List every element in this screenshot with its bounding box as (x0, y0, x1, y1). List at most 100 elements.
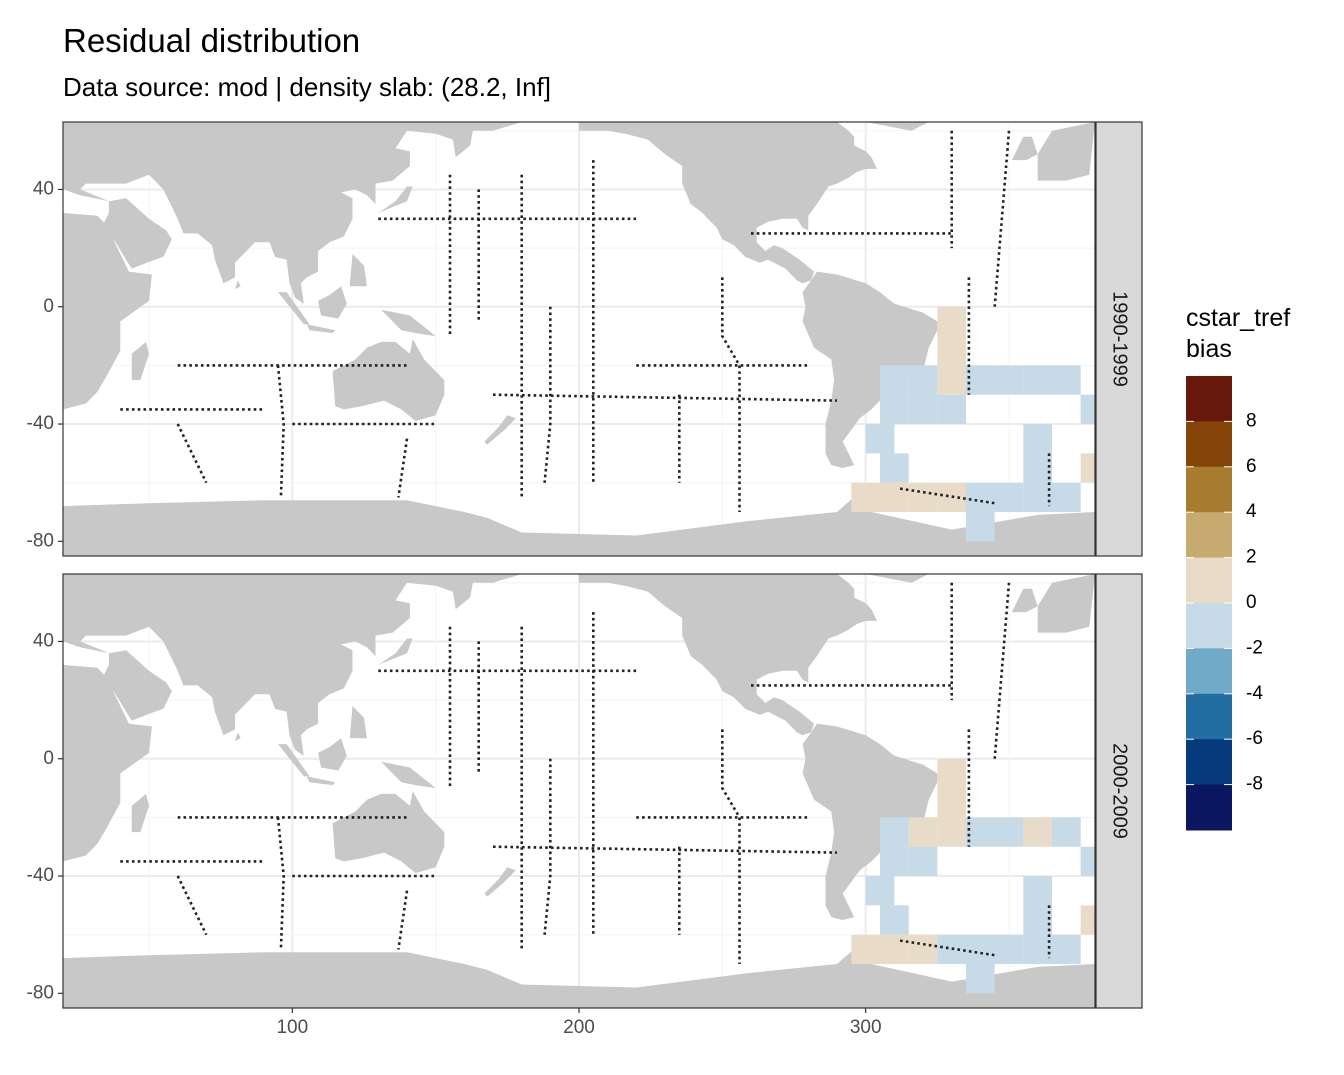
legend-label: 2 (1246, 547, 1257, 568)
residual-cell (880, 482, 909, 513)
residual-cell (880, 846, 909, 877)
legend-label: -2 (1246, 637, 1263, 658)
ship-track (543, 758, 552, 935)
panel-1990-1999: 1990-1999 40 0 -40 -80 (27, 121, 1143, 557)
ship-track (397, 438, 409, 498)
ship-track (993, 130, 1011, 307)
y-tick-label: 40 (33, 630, 54, 651)
land-mass (131, 793, 149, 833)
residual-cell (1052, 365, 1081, 395)
land-mass (63, 946, 1095, 1008)
residual-cell (937, 758, 966, 789)
legend: cstar_tref bias 8 6 4 2 0 -2 -4 -6 -8 (1186, 304, 1290, 831)
legend-swatch (1186, 693, 1232, 740)
ship-track (899, 939, 995, 957)
land-mass (278, 744, 310, 777)
x-tick-label: 100 (276, 1017, 308, 1038)
legend-label: -6 (1246, 728, 1263, 749)
residual-cell (908, 846, 938, 877)
ship-track (492, 393, 838, 402)
y-tick-label: -80 (27, 530, 54, 551)
chart-title: Residual distribution (63, 22, 361, 59)
ship-track (176, 423, 208, 484)
legend-swatch (1186, 648, 1232, 695)
land-mass (306, 324, 336, 334)
ship-track (993, 582, 1011, 759)
residual-cell (937, 306, 966, 337)
legend-title-line-1: cstar_tref (1186, 304, 1290, 332)
y-tick-label: 0 (43, 296, 54, 317)
x-tick-label: 300 (850, 1017, 882, 1038)
residual-cell (851, 482, 880, 513)
land-mass (318, 738, 347, 771)
legend-label: -4 (1246, 683, 1263, 704)
legend-swatch (1186, 557, 1232, 604)
ship-track (492, 845, 838, 854)
residual-cell (880, 817, 909, 847)
land-mass (235, 280, 241, 290)
panel-2000-2009: 2000-2009 40 0 -40 -80 (27, 573, 1143, 1009)
residual-cell (908, 817, 938, 847)
land-mass (1011, 136, 1038, 161)
residual-cell (1023, 876, 1052, 906)
residual-cell (966, 964, 995, 994)
y-tick-label: -40 (27, 413, 54, 434)
land-mass (278, 292, 310, 325)
residual-cell (908, 482, 938, 513)
land-mass (1037, 574, 1095, 633)
residual-cell (908, 365, 938, 395)
ship-track (543, 306, 552, 483)
land-mass (63, 664, 152, 862)
y-tick-label: 40 (33, 178, 54, 199)
land-mass (579, 574, 878, 736)
land-mass (63, 494, 1095, 556)
residual-cell (865, 424, 895, 454)
facet-strip-label: 1990-1999 (1109, 291, 1131, 387)
residual-cell (966, 934, 995, 965)
residual-cell (1023, 453, 1052, 483)
land-mass (63, 122, 522, 304)
residual-cell (865, 876, 895, 906)
land-mass (63, 574, 522, 756)
land-mass (63, 212, 152, 410)
chart-subtitle: Data source: mod | density slab: (28.2, … (63, 72, 551, 102)
ship-track (397, 890, 409, 950)
residual-cell (908, 394, 938, 425)
residual-cell (1052, 817, 1081, 847)
legend-swatch (1186, 376, 1232, 422)
residual-cell (937, 336, 966, 366)
residual-cell (937, 394, 966, 425)
residual-cell (994, 817, 1024, 847)
legend-label: 8 (1246, 410, 1257, 431)
land-mass (332, 339, 445, 422)
ship-track (721, 729, 741, 964)
residual-cell (880, 934, 909, 965)
legend-label: -8 (1246, 774, 1263, 795)
ship-track (276, 817, 286, 950)
residual-cell (908, 934, 938, 965)
facet-strip (1095, 121, 1143, 557)
ship-track (899, 487, 995, 505)
residual-cell (1023, 424, 1052, 454)
land-mass (484, 415, 516, 445)
legend-swatch (1186, 739, 1232, 786)
y-tick-label: -80 (27, 982, 54, 1003)
legend-label: 6 (1246, 456, 1257, 477)
residual-cell (937, 788, 966, 818)
legend-swatch (1186, 466, 1232, 513)
land-mass (235, 732, 241, 742)
residual-cell (1080, 846, 1095, 877)
residual-cell (1023, 934, 1052, 965)
legend-swatch (1186, 784, 1232, 831)
residual-cell (1080, 453, 1095, 483)
land-mass (306, 776, 336, 786)
ship-track (721, 277, 741, 512)
residual-cell (994, 934, 1024, 965)
residual-cell (880, 453, 909, 483)
panels-layer: 1990-1999 40 0 -40 -80 2000-2009 40 0 -40 -80 100 2… (27, 121, 1143, 1038)
land-mass (378, 638, 413, 665)
y-tick-label: -40 (27, 865, 54, 886)
ship-track (176, 875, 208, 936)
residual-cell (994, 482, 1024, 513)
